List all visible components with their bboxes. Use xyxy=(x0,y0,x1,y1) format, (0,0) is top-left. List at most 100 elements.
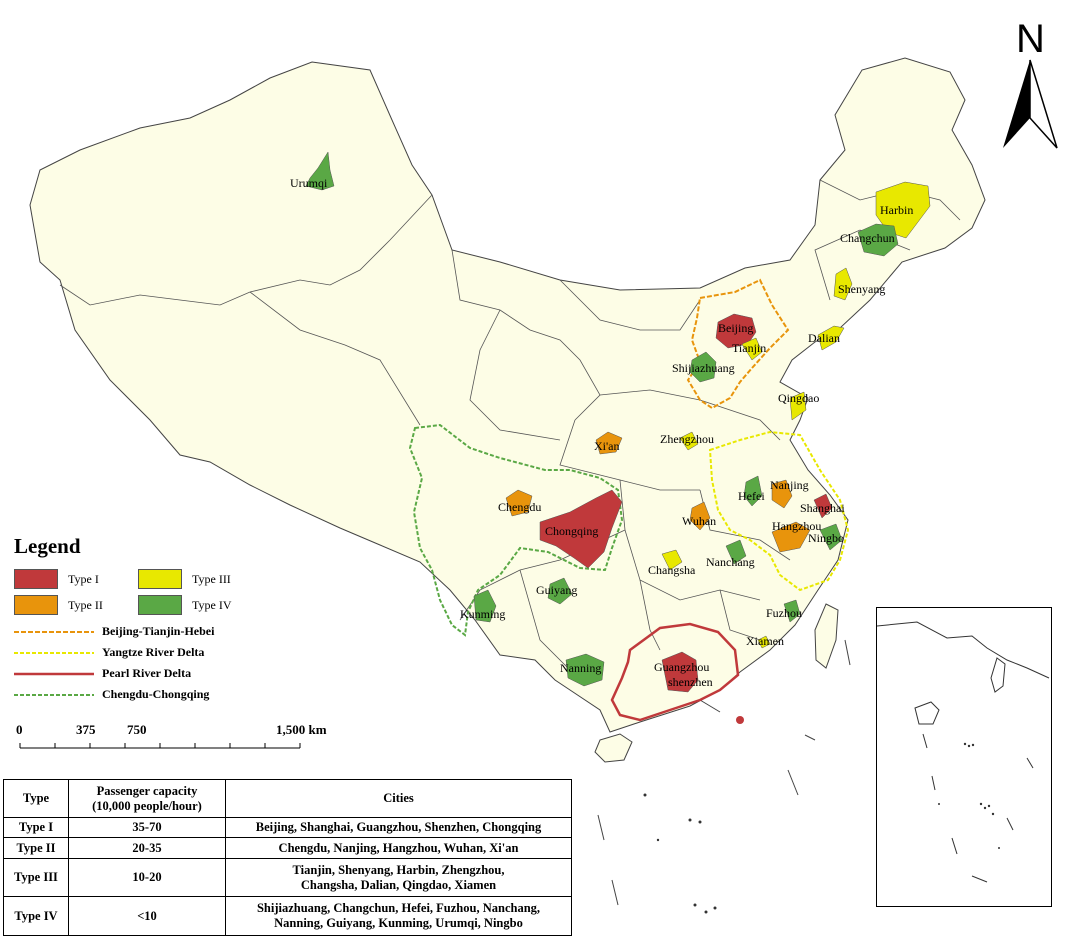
table-row: Type II 20-35 Chengdu, Nanjing, Hangzhou… xyxy=(3,837,572,859)
city-label-beijing: Beijing xyxy=(718,321,753,335)
legend-region-prd: Pearl River Delta xyxy=(102,666,192,680)
city-label-nanning: Nanning xyxy=(560,661,601,675)
city-shape-ningbo xyxy=(819,523,843,551)
city-shape-qingdao xyxy=(789,391,807,421)
city-shape-shijiazhuang xyxy=(689,351,717,383)
scale-label-750: 750 xyxy=(127,722,147,737)
south-sea-islands xyxy=(643,716,744,914)
legend-region-yrd: Yangtze River Delta xyxy=(102,645,205,659)
legend-label-type-2: Type II xyxy=(68,597,103,612)
taiwan xyxy=(814,603,839,669)
city-shape-beijing xyxy=(715,313,757,349)
city-label-shanghai: Shanghai xyxy=(800,501,845,515)
city-label-guiyang: Guiyang xyxy=(536,583,577,597)
city-label-changsha: Changsha xyxy=(648,563,696,577)
city-shape-shenyang xyxy=(833,267,853,301)
city-label-qingdao: Qingdao xyxy=(778,391,819,405)
table-header-type: Type xyxy=(3,779,69,818)
city-label-ningbo: Ningbo xyxy=(808,531,844,545)
north-arrow-left-half xyxy=(1003,60,1030,148)
city-shape-changchun xyxy=(857,223,899,257)
city-labels: Urumqi Harbin Changchun Shenyang Dalian … xyxy=(290,176,913,689)
north-arrow-right-half xyxy=(1029,59,1058,149)
table-cell-capacity: 35-70 xyxy=(68,816,226,839)
city-shape-xiamen xyxy=(757,635,771,649)
city-shape-changsha xyxy=(661,549,683,571)
city-label-nanjing: Nanjing xyxy=(770,478,809,492)
legend-region-lines xyxy=(14,631,94,696)
table-header-row: Type Passenger capacity (10,000 people/h… xyxy=(3,779,572,818)
table-cell-capacity: <10 xyxy=(68,896,226,936)
table-cell-type: Type I xyxy=(3,816,69,839)
type-table: Type Passenger capacity (10,000 people/h… xyxy=(3,779,572,936)
city-label-tianjin: Tianjin xyxy=(732,341,766,355)
city-shape-urumqi xyxy=(305,151,335,191)
legend-swatch-type-2 xyxy=(14,595,58,615)
table-cell-capacity: 10-20 xyxy=(68,857,226,898)
table-cell-capacity: 20-35 xyxy=(68,837,226,859)
legend-swatch-type-4 xyxy=(138,595,182,615)
north-label: N xyxy=(1016,17,1045,61)
table-cell-cities: Shijiazhuang, Changchun, Hefei, Fuzhou, … xyxy=(225,896,572,936)
inset-map xyxy=(876,607,1052,907)
city-label-chengdu: Chengdu xyxy=(498,500,541,514)
city-label-urumqi: Urumqi xyxy=(290,176,328,190)
city-label-guangzhou: Guangzhou xyxy=(654,660,709,674)
scale-label-0: 0 xyxy=(16,722,23,737)
table-header-capacity: Passenger capacity (10,000 people/hour) xyxy=(68,779,226,818)
city-label-hangzhou: Hangzhou xyxy=(772,519,821,533)
table-cell-cities: Tianjin, Shenyang, Harbin, Zhengzhou, Ch… xyxy=(225,857,572,898)
city-label-kunming: Kunming xyxy=(460,607,505,621)
city-shape-xian xyxy=(595,431,623,455)
table-cell-cities: Chengdu, Nanjing, Hangzhou, Wuhan, Xi'an xyxy=(225,837,572,859)
legend-region-cc: Chengdu-Chongqing xyxy=(102,687,210,701)
legend-label-type-3: Type III xyxy=(192,571,231,586)
city-label-shenzhen: Shenzhen xyxy=(668,675,713,689)
city-shape-kunming xyxy=(473,589,497,623)
city-shape-shanghai xyxy=(813,493,833,519)
legend-type-4: Type IV xyxy=(138,595,231,615)
city-shapes xyxy=(305,151,931,693)
city-label-shijiazhuang: Shijiazhuang xyxy=(672,361,735,375)
city-label-chongqing: Chongqing xyxy=(545,524,598,538)
city-shape-nanchang xyxy=(725,539,747,565)
scale-ruler xyxy=(19,743,301,749)
city-shape-hefei xyxy=(743,475,763,507)
legend-swatch-type-1 xyxy=(14,569,58,589)
table-row: Type I 35-70 Beijing, Shanghai, Guangzho… xyxy=(3,816,572,839)
city-shape-chongqing xyxy=(539,489,623,569)
table-cell-type: Type III xyxy=(3,857,69,898)
table-header-cities: Cities xyxy=(225,779,572,818)
legend-title: Legend xyxy=(14,534,81,558)
legend-label-type-4: Type IV xyxy=(192,597,232,612)
legend-swatch-type-3 xyxy=(138,569,182,589)
table-cell-type: Type IV xyxy=(3,896,69,936)
city-shape-guiyang xyxy=(547,577,573,605)
city-label-dalian: Dalian xyxy=(808,331,840,345)
city-shape-harbin xyxy=(875,181,931,239)
legend-type-3: Type III xyxy=(138,569,231,589)
north-arrow: N xyxy=(1003,17,1058,149)
city-label-xiamen: Xiamen xyxy=(746,634,784,648)
city-label-fuzhou: Fuzhou xyxy=(766,606,802,620)
table-row: Type III 10-20 Tianjin, Shenyang, Harbin… xyxy=(3,857,572,898)
table-cell-type: Type II xyxy=(3,837,69,859)
region-chengdu-chongqing xyxy=(408,423,624,637)
city-label-harbin: Harbin xyxy=(880,203,913,217)
city-label-zhengzhou: Zhengzhou xyxy=(660,432,714,446)
city-label-hefei: Hefei xyxy=(738,489,765,503)
city-shape-hangzhou xyxy=(771,521,811,553)
city-shape-zhengzhou xyxy=(679,431,699,451)
region-pearl-river-delta xyxy=(610,622,740,722)
city-shape-dalian xyxy=(817,325,845,351)
legend-type-1: Type I xyxy=(14,569,99,589)
city-shape-nanning xyxy=(565,653,605,687)
city-shape-guangzhou xyxy=(661,651,699,693)
scale-bar: 0 375 750 1,500 km xyxy=(14,722,344,752)
table-row: Type IV <10 Shijiazhuang, Changchun, Hef… xyxy=(3,896,572,936)
city-label-nanchang: Nanchang xyxy=(706,555,755,569)
region-yangtze-river-delta xyxy=(708,430,850,592)
city-shape-fuzhou xyxy=(783,599,801,623)
city-shape-tianjin xyxy=(741,337,763,361)
